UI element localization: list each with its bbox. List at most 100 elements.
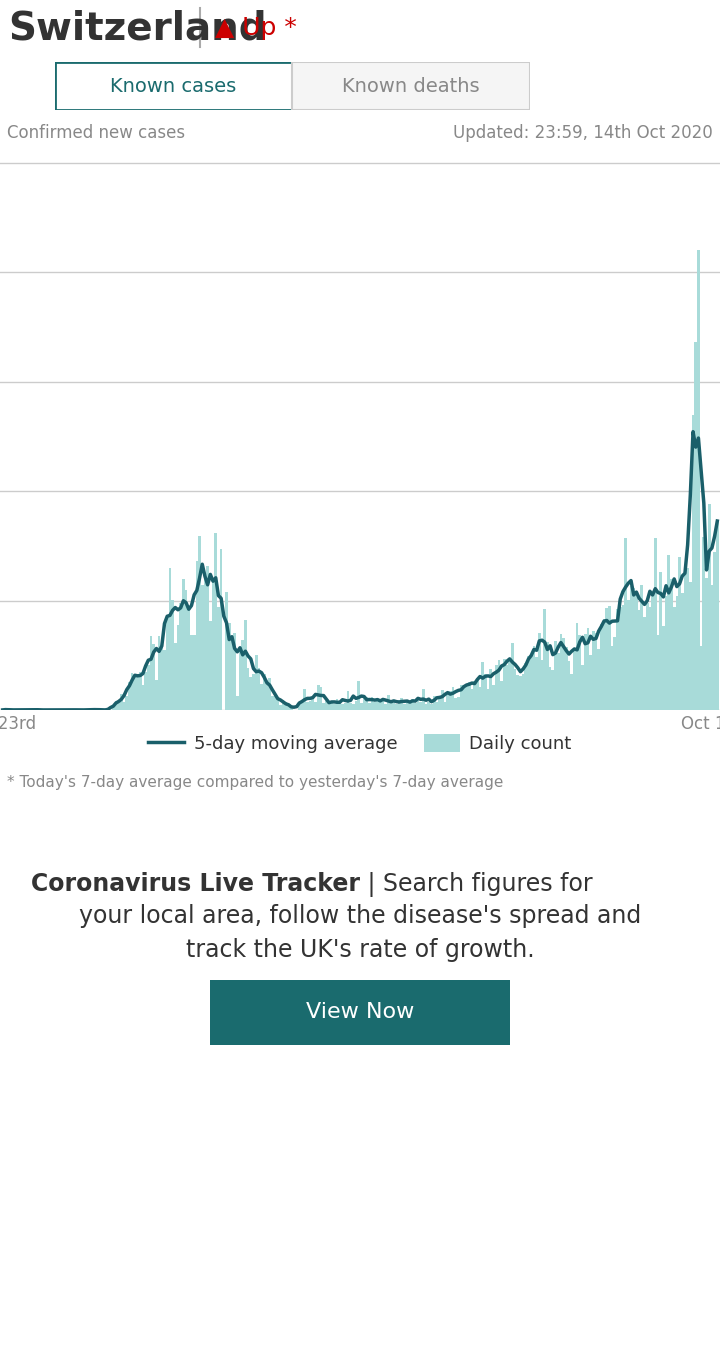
Bar xyxy=(570,674,573,709)
Bar xyxy=(171,600,174,709)
Bar xyxy=(147,665,150,709)
Text: Coronavirus Live Tracker: Coronavirus Live Tracker xyxy=(31,873,360,896)
Bar xyxy=(479,687,482,709)
Bar xyxy=(484,674,487,709)
Bar xyxy=(365,697,368,709)
Bar xyxy=(705,579,708,709)
Bar xyxy=(276,698,279,709)
Bar xyxy=(117,702,120,709)
Bar xyxy=(505,664,508,709)
Bar xyxy=(153,643,155,709)
Bar xyxy=(201,586,204,709)
Bar xyxy=(269,678,271,709)
Bar xyxy=(600,624,603,709)
Bar xyxy=(621,605,624,709)
Bar xyxy=(363,698,365,709)
Bar xyxy=(462,685,465,709)
Bar xyxy=(524,663,527,709)
Bar xyxy=(689,582,692,709)
Bar xyxy=(468,682,471,709)
Bar xyxy=(441,690,444,709)
Bar xyxy=(249,678,252,709)
Bar xyxy=(657,635,660,709)
Bar xyxy=(608,606,611,709)
Bar xyxy=(244,620,247,709)
Bar xyxy=(643,616,646,709)
Bar xyxy=(433,697,436,709)
Bar xyxy=(131,674,133,709)
Bar xyxy=(338,701,341,709)
Bar xyxy=(522,675,524,709)
Bar xyxy=(279,705,282,709)
Bar xyxy=(603,619,606,709)
Bar xyxy=(252,675,255,709)
Bar xyxy=(150,635,153,709)
Text: | Search figures for: | Search figures for xyxy=(360,873,593,897)
Bar xyxy=(665,597,667,709)
Bar xyxy=(616,609,619,709)
Bar xyxy=(686,568,689,709)
Bar xyxy=(516,675,519,709)
Bar xyxy=(544,609,546,709)
Bar xyxy=(508,659,511,709)
Bar xyxy=(498,660,500,709)
Bar xyxy=(260,683,263,709)
Bar xyxy=(694,343,697,709)
Bar xyxy=(419,702,422,709)
Bar xyxy=(323,702,325,709)
Bar xyxy=(530,656,533,709)
Bar xyxy=(546,642,549,709)
Bar xyxy=(482,663,484,709)
Bar xyxy=(317,685,320,709)
Bar xyxy=(587,628,589,709)
Bar xyxy=(554,641,557,709)
Bar xyxy=(576,623,578,709)
Bar xyxy=(158,635,161,709)
Bar xyxy=(425,704,428,709)
Bar xyxy=(384,704,387,709)
Bar xyxy=(487,689,490,709)
Bar xyxy=(562,638,565,709)
Text: View Now: View Now xyxy=(306,1003,414,1022)
Bar xyxy=(611,646,613,709)
Bar xyxy=(187,608,190,709)
FancyBboxPatch shape xyxy=(210,980,510,1045)
Bar xyxy=(460,685,462,709)
Bar xyxy=(527,656,530,709)
Bar xyxy=(632,587,635,709)
Bar xyxy=(422,689,425,709)
Bar xyxy=(711,584,714,709)
Bar xyxy=(417,698,419,709)
Bar xyxy=(303,689,306,709)
Text: Updated: 23:59, 14th Oct 2020: Updated: 23:59, 14th Oct 2020 xyxy=(453,123,713,141)
Bar xyxy=(395,704,397,709)
Bar xyxy=(320,686,323,709)
Bar xyxy=(284,702,287,709)
Bar xyxy=(592,631,595,709)
Text: ▲ Up *: ▲ Up * xyxy=(215,16,297,40)
Bar xyxy=(382,700,384,709)
Bar xyxy=(255,654,258,709)
Bar xyxy=(212,579,215,709)
Bar xyxy=(578,635,581,709)
Bar xyxy=(207,567,209,709)
Bar xyxy=(204,573,207,709)
Bar xyxy=(397,700,400,709)
Bar xyxy=(678,557,681,709)
Bar xyxy=(436,702,438,709)
Bar xyxy=(274,696,276,709)
Bar xyxy=(471,689,473,709)
Bar xyxy=(581,665,584,709)
Bar xyxy=(535,657,538,709)
Bar xyxy=(258,668,260,709)
Bar xyxy=(266,683,269,709)
Bar xyxy=(492,685,495,709)
Bar xyxy=(567,661,570,709)
Bar xyxy=(346,691,349,709)
Bar xyxy=(503,659,505,709)
Bar xyxy=(328,702,330,709)
Bar xyxy=(128,682,131,709)
Bar xyxy=(465,685,468,709)
Bar xyxy=(513,670,516,709)
Bar xyxy=(312,698,314,709)
